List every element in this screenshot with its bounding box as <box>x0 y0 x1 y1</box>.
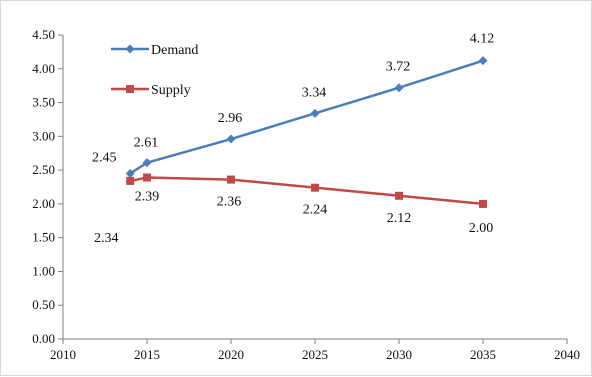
x-tick-label: 2020 <box>218 347 244 362</box>
demand-data-label: 3.72 <box>386 60 411 75</box>
y-tick-label: 1.50 <box>32 230 55 245</box>
y-tick-label: 0.00 <box>32 331 55 346</box>
x-tick-label: 2010 <box>50 347 76 362</box>
supply-data-label: 2.36 <box>217 195 242 210</box>
supply-point <box>479 199 487 208</box>
demand-point <box>142 158 152 168</box>
supply-data-label: 2.00 <box>469 221 494 236</box>
supply-point <box>395 191 403 200</box>
supply-data-label: 2.12 <box>387 211 412 226</box>
supply-data-label: 2.39 <box>135 190 160 205</box>
demand-line <box>129 59 484 175</box>
legend-demand-label: Demand <box>151 43 198 58</box>
y-tick-label: 2.50 <box>32 162 55 177</box>
demand-data-label: 2.45 <box>92 150 117 165</box>
y-tick-label: 3.00 <box>32 128 55 143</box>
demand-data-label: 4.12 <box>470 32 495 47</box>
supply-data-label: 2.24 <box>303 203 328 218</box>
legend-supply-label: Supply <box>151 83 191 98</box>
axes-layer: 0.00 0.50 1.00 1.50 2.00 2.50 3.00 3.50 4.00 4.50… <box>32 27 580 362</box>
demand-data-label: 2.61 <box>134 136 159 151</box>
demand-data-label: 3.34 <box>302 85 327 100</box>
legend-demand-marker <box>125 44 135 54</box>
demand-point <box>394 83 404 93</box>
x-tick-label: 2025 <box>302 347 328 362</box>
series-layer <box>125 56 488 208</box>
supply-point <box>126 176 135 185</box>
y-tick-label: 3.50 <box>32 95 55 110</box>
demand-point <box>226 134 236 144</box>
x-tick-label: 2040 <box>554 347 580 362</box>
demand-point <box>478 56 488 66</box>
demand-data-label: 2.96 <box>218 111 243 126</box>
y-tick-label: 4.00 <box>32 61 55 76</box>
supply-data-label: 2.34 <box>94 231 119 246</box>
demand-point <box>310 108 320 118</box>
supply-point <box>227 175 235 184</box>
demand-point <box>125 168 135 178</box>
supply-point <box>311 183 319 192</box>
data-labels-layer: 2.45 2.61 2.96 3.34 3.72 4.12 2.34 2.39 2.36 2.24… <box>92 32 494 246</box>
supply-point <box>143 173 151 182</box>
x-tick-label: 2015 <box>134 347 160 362</box>
supply-line <box>129 176 484 206</box>
y-tick-label: 1.00 <box>32 263 55 278</box>
y-tick-label: 2.00 <box>32 196 55 211</box>
y-tick-label: 0.50 <box>32 297 55 312</box>
x-tick-label: 2030 <box>386 347 412 362</box>
x-tick-label: 2035 <box>470 347 496 362</box>
y-tick-label: 4.50 <box>32 27 55 42</box>
legend-supply-marker <box>126 85 134 93</box>
legend: Demand Supply <box>111 43 198 98</box>
